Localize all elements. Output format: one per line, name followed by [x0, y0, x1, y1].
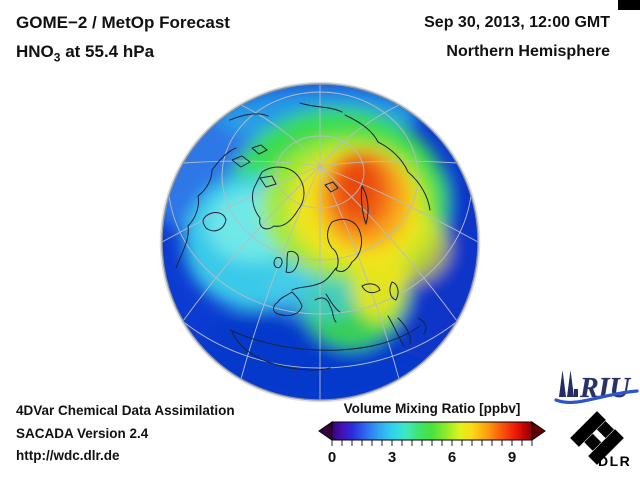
colorbar-tick-labels: 0 3 6 9	[316, 449, 548, 469]
colorbar-tick-label: 3	[387, 449, 397, 466]
riu-logo: RIU	[554, 370, 639, 405]
version-label: SACADA Version 2.4	[16, 426, 149, 441]
colorbar-left-arrow	[318, 421, 333, 441]
colorbar-gradient	[331, 421, 533, 441]
dlr-logo: DLR	[570, 411, 631, 469]
colorbar-title: Volume Mixing Ratio [ppbv]	[343, 401, 521, 416]
hemisphere-label: Northern Hemisphere	[446, 43, 610, 60]
species-level-label: HNO3 at 55.4 hPa	[16, 42, 154, 64]
colorbar-tick-label: 6	[447, 449, 457, 466]
colorbar: Volume Mixing Ratio [ppbv] 0 3 6 9	[316, 400, 548, 470]
species-subscript: 3	[53, 50, 61, 65]
coastlines	[175, 102, 431, 371]
page-title: GOME−2 / MetOp Forecast	[16, 13, 230, 32]
hno3-field	[162, 84, 478, 400]
graticule	[162, 84, 478, 400]
corner-marker	[618, 0, 640, 10]
pressure-level: at 55.4 hPa	[60, 42, 155, 61]
url-label: http://wdc.dlr.de	[16, 448, 120, 463]
colorbar-ticks	[331, 440, 533, 446]
dlr-label: DLR	[598, 453, 631, 469]
globe-rim	[159, 81, 481, 403]
colorbar-tick-label: 0	[327, 449, 337, 466]
assimilation-label: 4DVar Chemical Data Assimilation	[16, 403, 235, 418]
cathedral-icon	[559, 370, 578, 397]
globe-limb	[161, 83, 479, 401]
species-name: HNO	[16, 42, 54, 61]
datetime-label: Sep 30, 2013, 12:00 GMT	[424, 14, 610, 31]
colorbar-tick-label: 9	[507, 449, 517, 466]
riu-wave	[554, 389, 639, 405]
colorbar-right-arrow	[531, 421, 546, 441]
